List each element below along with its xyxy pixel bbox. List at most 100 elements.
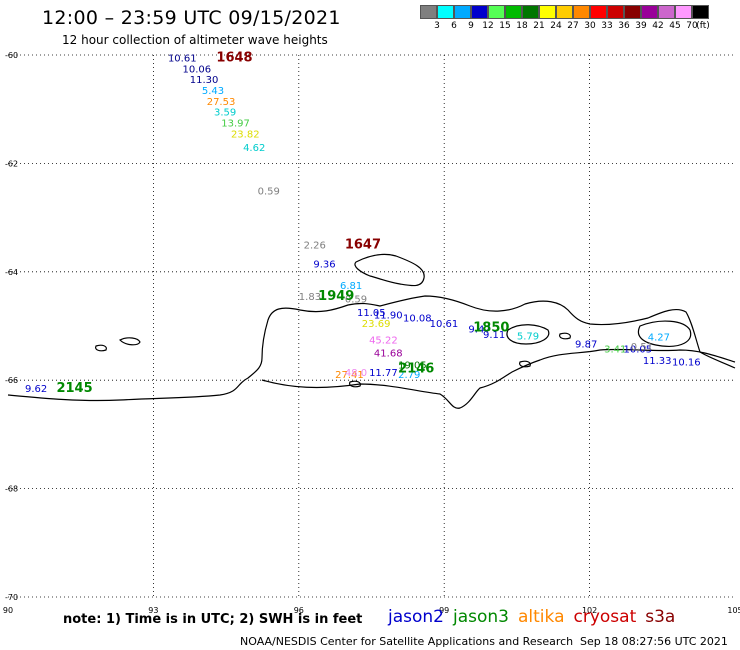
- color-scale-label: 39: [635, 21, 647, 31]
- island-4: [118, 337, 141, 346]
- legend-item-jason2: jason2: [388, 607, 444, 627]
- swh-value-label: 1.83: [299, 292, 321, 303]
- color-swatch: [420, 5, 437, 19]
- swh-value-label: 10.61: [168, 54, 197, 65]
- x-tick-label: 90: [3, 606, 13, 615]
- color-swatch: [437, 5, 454, 19]
- pass-time-label: 1850: [473, 320, 509, 335]
- color-scale-label: (ft): [696, 21, 710, 31]
- color-scale-label: 21: [533, 21, 545, 31]
- legend-item-cryosat: cryosat: [573, 607, 637, 627]
- footnote: note: 1) Time is in UTC; 2) SWH is in fe…: [63, 612, 363, 627]
- island-5: [95, 344, 107, 352]
- chart-title: 12:00 – 23:59 UTC 09/15/2021: [42, 7, 341, 29]
- color-swatch: [641, 5, 658, 19]
- color-swatch: [539, 5, 556, 19]
- legend-item-jason3: jason3: [453, 607, 509, 627]
- color-swatch: [624, 5, 641, 19]
- color-swatch: [658, 5, 675, 19]
- color-swatch: [488, 5, 505, 19]
- color-swatch: [590, 5, 607, 19]
- pass-time-label: 1648: [216, 51, 252, 66]
- pass-time-label: 2146: [398, 362, 434, 377]
- color-scale-label: 42: [652, 21, 664, 31]
- swh-value-label: 9.36: [313, 259, 335, 270]
- swh-value-label: 27.53: [207, 97, 236, 108]
- legend-item-s3a: s3a: [645, 607, 676, 627]
- swh-data-points: 10.6110.0611.305.4327.533.5913.9723.824.…: [25, 54, 701, 396]
- swh-value-label: 10.05: [624, 345, 653, 356]
- pass-time-labels: 1648 1647 1949 1850 2146 2145: [56, 51, 509, 397]
- color-scale-label: 6: [451, 21, 457, 31]
- swh-value-label: 9.11: [483, 330, 505, 341]
- color-scale-label: 18: [516, 21, 528, 31]
- swh-value-label: 3.41: [604, 345, 626, 356]
- swh-value-label: 41.68: [374, 348, 403, 359]
- swh-value-label: 13.97: [221, 119, 250, 130]
- y-tick-label: -68: [5, 485, 18, 494]
- color-scale-label: 15: [499, 21, 511, 31]
- island-7: [519, 360, 531, 368]
- island-6: [349, 380, 361, 388]
- swh-value-label: 2.26: [304, 240, 326, 251]
- pass-time-label: 1647: [345, 237, 381, 252]
- swh-value-label: 10.06: [182, 64, 211, 75]
- x-tick-label: 93: [148, 606, 158, 615]
- x-tick-label: 102: [582, 606, 597, 615]
- swh-value-label: 0.59: [258, 186, 280, 197]
- credit-line: NOAA/NESDIS Center for Satellite Applica…: [240, 635, 574, 648]
- swh-value-label: 9.62: [25, 384, 47, 395]
- swh-value-label: 9.47: [468, 325, 490, 336]
- swh-value-label: 23.82: [231, 129, 260, 140]
- color-swatch: [607, 5, 624, 19]
- color-swatch: [675, 5, 692, 19]
- color-scale-swatches: [420, 5, 709, 19]
- color-scale-labels: 3 6 9 12 15 18 21 24 27 30 33 36 39 42 45 70 (ft): [420, 19, 710, 31]
- swh-value-label: 11.30: [190, 75, 219, 86]
- swh-value-label: 10.08: [403, 314, 432, 325]
- swh-value-label: 6.81: [340, 281, 362, 292]
- color-swatch: [471, 5, 488, 19]
- color-scale-label: 27: [567, 21, 579, 31]
- island-8: [559, 332, 571, 340]
- color-swatch: [556, 5, 573, 19]
- swh-value-label: 0.51: [631, 342, 653, 353]
- color-scale-label: 12: [482, 21, 494, 31]
- swh-value-label: 11.33: [643, 356, 672, 367]
- swh-value-label: 10.16: [672, 358, 701, 369]
- pass-time-label: 2145: [56, 381, 92, 396]
- legend-item-altika: altika: [518, 607, 565, 627]
- x-tick-label: 105: [727, 606, 740, 615]
- swh-value-label: 11.05: [357, 308, 386, 319]
- swh-value-label: 48.0: [345, 368, 367, 379]
- swh-value-label: 9.87: [575, 340, 597, 351]
- generated-timestamp: Sep 18 08:27:56 UTC 2021: [580, 635, 728, 648]
- color-scale-label: 9: [468, 21, 474, 31]
- color-swatch: [522, 5, 539, 19]
- color-swatch: [505, 5, 522, 19]
- y-tick-label: -64: [5, 268, 18, 277]
- color-scale-label: 36: [618, 21, 630, 31]
- color-scale-label: 33: [601, 21, 613, 31]
- y-tick-label: -66: [5, 376, 18, 385]
- swh-value-label: 23.69: [362, 319, 391, 330]
- y-tick-label: -62: [5, 159, 18, 168]
- island-2: [506, 324, 550, 345]
- island-1: [354, 253, 425, 287]
- swh-value-label: 27.41: [335, 370, 364, 381]
- swh-value-label: 5.79: [517, 332, 539, 343]
- swh-value-label: 19.05: [398, 360, 427, 371]
- color-scale-label: 45: [669, 21, 681, 31]
- swh-value-label: 3.59: [214, 108, 236, 119]
- x-tick-label: 99: [439, 606, 449, 615]
- swh-value-label: 11.77: [369, 368, 398, 379]
- y-tick-label: -60: [5, 51, 18, 60]
- swh-value-label: 0.59: [345, 295, 367, 306]
- satellite-legend: jason2 jason3 altika cryosat s3a: [388, 607, 684, 627]
- antarctic-coastline: [7, 253, 736, 409]
- swh-value-label: 11.90: [374, 310, 403, 321]
- y-tick-label: -70: [5, 593, 18, 602]
- swh-value-label: 2.79: [398, 370, 420, 381]
- color-scale-label: 24: [550, 21, 562, 31]
